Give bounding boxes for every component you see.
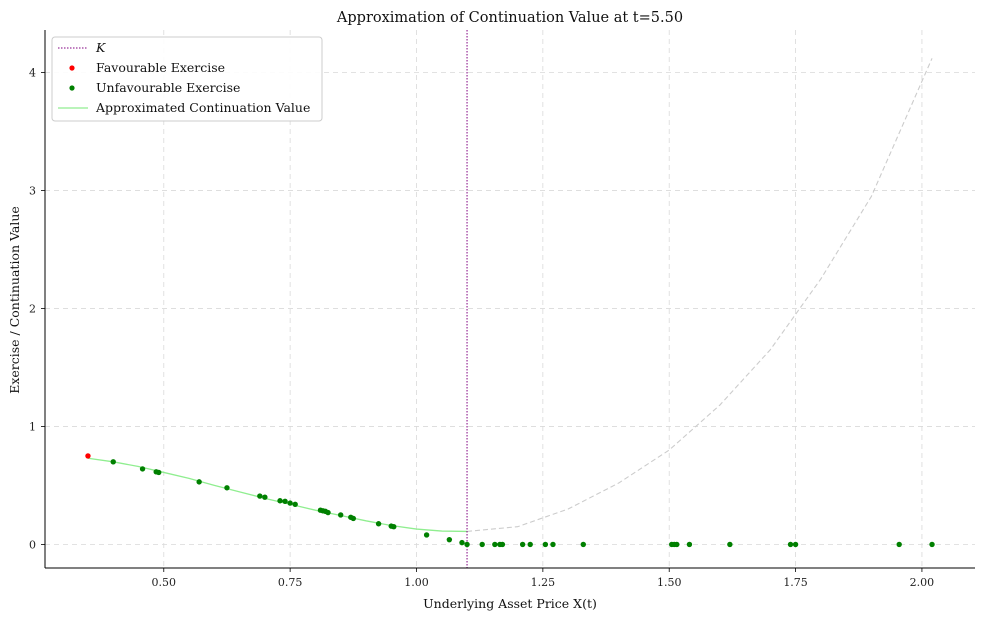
y-tick-label: 1 [29,420,36,433]
x-tick-label: 0.50 [152,576,177,589]
x-axis-label: Underlying Asset Price X(t) [423,596,597,611]
legend-unfavourable-swatch [69,85,75,91]
unfavourable-point [727,541,733,548]
x-tick-label: 0.75 [278,576,303,589]
y-axis-label: Exercise / Continuation Value [7,206,22,394]
unfavourable-point [156,469,162,476]
unfavourable-point [580,541,586,548]
unfavourable-point [110,459,116,465]
x-tick-label: 1.50 [657,576,682,589]
unfavourable-point [550,541,556,548]
favourable-point [85,453,91,459]
legend-favourable-label: Favourable Exercise [96,60,225,75]
unfavourable-point [527,541,533,548]
unfavourable-point [787,541,794,548]
legend-favourable-swatch [69,65,75,71]
unfavourable-point [287,500,293,506]
extrapolated-continuation-curve [466,58,933,532]
unfavourable-point [350,515,357,522]
unfavourable-point [459,539,465,546]
unfavourable-point [262,494,268,500]
y-tick-label: 4 [29,66,36,79]
x-axis-ticks: 0.50 0.75 1.00 1.25 1.50 1.75 2.00 [152,568,935,589]
unfavourable-point [391,524,397,530]
unfavourable-point [519,541,526,548]
legend-unfavourable-label: Unfavourable Exercise [96,80,240,95]
y-tick-label: 2 [29,302,36,315]
unfavourable-point [674,541,680,548]
legend: K Favourable Exercise Unfavourable Exerc… [51,36,323,122]
unfavourable-point [542,541,549,548]
unfavourable-point [196,479,202,485]
points-layer [85,453,935,548]
y-tick-label: 3 [29,184,36,197]
grid-lines [45,30,975,568]
legend-box [51,36,323,122]
unfavourable-point [139,466,146,472]
unfavourable-point [479,541,485,548]
unfavourable-point [423,532,430,538]
y-tick-label: 0 [29,538,36,551]
x-tick-label: 2.00 [910,576,935,589]
x-tick-label: 1.25 [531,576,556,589]
unfavourable-point [224,485,230,491]
unfavourable-point [464,541,470,548]
unfavourable-point [282,498,288,505]
x-tick-label: 1.00 [404,576,429,589]
unfavourable-point [292,501,298,507]
unfavourable-point [375,521,382,527]
chart-title: Approximation of Continuation Value at t… [336,10,683,26]
legend-continuation-label: Approximated Continuation Value [95,100,310,115]
unfavourable-point [257,493,263,499]
unfavourable-point [792,541,799,548]
unfavourable-point [896,541,902,548]
legend-strike-label: K [95,40,106,55]
unfavourable-point [325,509,331,516]
unfavourable-point [929,541,935,548]
unfavourable-point [686,541,693,548]
axes [44,30,975,569]
y-axis-ticks: 0 1 2 3 4 [29,66,45,551]
unfavourable-point [499,541,506,548]
unfavourable-point [492,541,498,548]
unfavourable-point [446,536,453,543]
x-tick-label: 1.75 [783,576,808,589]
unfavourable-point [277,498,283,504]
unfavourable-point [337,512,344,518]
